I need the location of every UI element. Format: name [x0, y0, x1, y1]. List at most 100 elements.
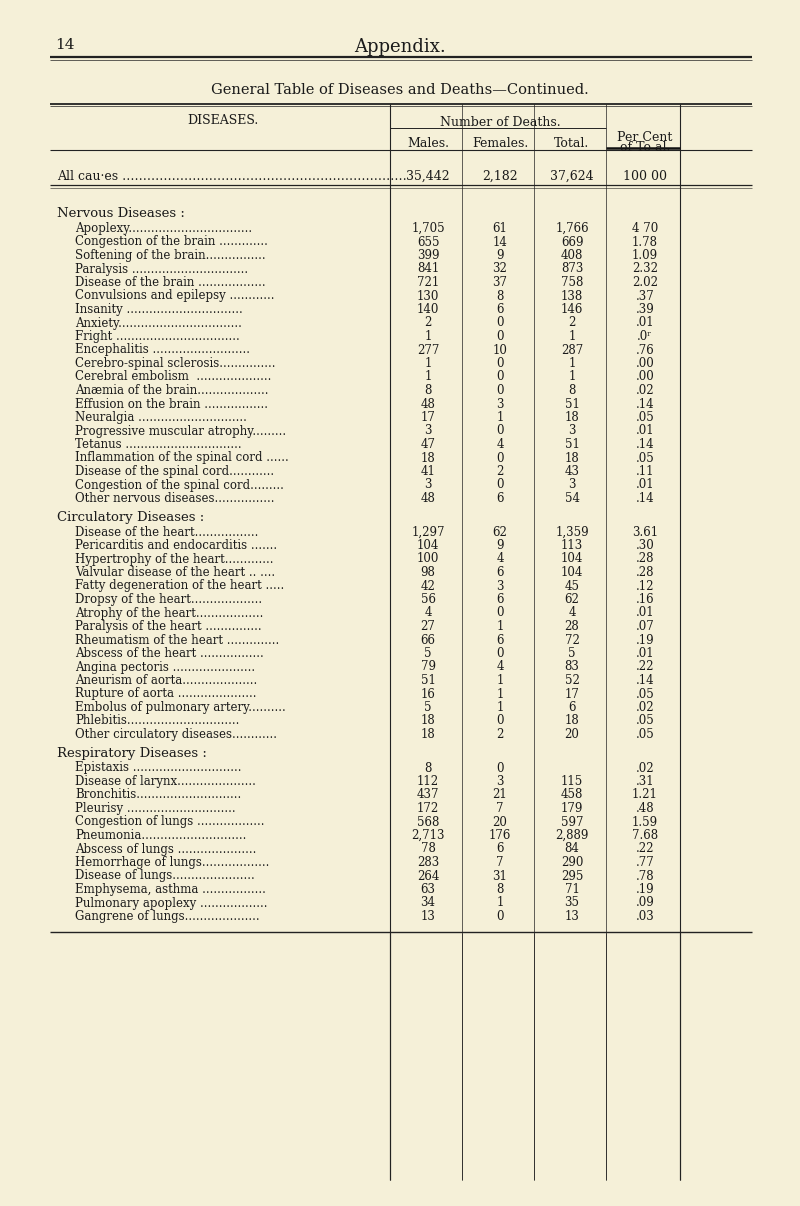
Text: Pleurisy .............................: Pleurisy ............................. [75, 802, 236, 815]
Text: 458: 458 [561, 789, 583, 802]
Text: 0: 0 [496, 607, 504, 620]
Text: 9: 9 [496, 539, 504, 552]
Text: 41: 41 [421, 466, 435, 478]
Text: 0: 0 [496, 479, 504, 492]
Text: 176: 176 [489, 829, 511, 842]
Text: .14: .14 [636, 674, 654, 687]
Text: 98: 98 [421, 566, 435, 579]
Text: .14: .14 [636, 398, 654, 410]
Text: 112: 112 [417, 775, 439, 788]
Text: 1.59: 1.59 [632, 815, 658, 829]
Text: 51: 51 [565, 398, 579, 410]
Text: Encephalitis ..........................: Encephalitis .......................... [75, 344, 250, 357]
Text: 1: 1 [496, 674, 504, 687]
Text: .05: .05 [636, 411, 654, 425]
Text: 27: 27 [421, 620, 435, 633]
Text: 4 70: 4 70 [632, 222, 658, 235]
Text: Neuralgia .............................: Neuralgia ............................. [75, 411, 247, 425]
Text: Per Cent: Per Cent [618, 131, 673, 144]
Text: 4: 4 [568, 607, 576, 620]
Text: 17: 17 [565, 687, 579, 701]
Text: 35: 35 [565, 896, 579, 909]
Text: 52: 52 [565, 674, 579, 687]
Text: Circulatory Diseases :: Circulatory Diseases : [57, 510, 204, 523]
Text: 1,705: 1,705 [411, 222, 445, 235]
Text: 17: 17 [421, 411, 435, 425]
Text: 28: 28 [565, 620, 579, 633]
Text: 3: 3 [496, 775, 504, 788]
Text: 72: 72 [565, 633, 579, 646]
Text: DISEASES.: DISEASES. [187, 115, 258, 127]
Text: 3: 3 [424, 479, 432, 492]
Text: 2,182: 2,182 [482, 170, 518, 183]
Text: 568: 568 [417, 815, 439, 829]
Text: Pulmonary apoplexy ..................: Pulmonary apoplexy .................. [75, 896, 267, 909]
Text: .28: .28 [636, 552, 654, 566]
Text: Cerebro-spinal sclerosis...............: Cerebro-spinal sclerosis............... [75, 357, 275, 370]
Text: 2: 2 [568, 316, 576, 329]
Text: Phlebitis..............................: Phlebitis.............................. [75, 714, 239, 727]
Text: Fright .................................: Fright ................................. [75, 330, 240, 343]
Text: 2: 2 [496, 466, 504, 478]
Text: Disease of larynx.....................: Disease of larynx..................... [75, 775, 256, 788]
Text: Effusion on the brain .................: Effusion on the brain ................. [75, 398, 268, 410]
Text: Pericarditis and endocarditis .......: Pericarditis and endocarditis ....... [75, 539, 277, 552]
Text: 0: 0 [496, 384, 504, 397]
Text: Congestion of the spinal cord.........: Congestion of the spinal cord......... [75, 479, 284, 492]
Text: .02: .02 [636, 384, 654, 397]
Text: .01: .01 [636, 425, 654, 438]
Text: .30: .30 [636, 539, 654, 552]
Text: 16: 16 [421, 687, 435, 701]
Text: 873: 873 [561, 263, 583, 275]
Text: 2.02: 2.02 [632, 276, 658, 289]
Text: 146: 146 [561, 303, 583, 316]
Text: Males.: Males. [407, 137, 449, 150]
Text: .07: .07 [636, 620, 654, 633]
Text: 0: 0 [496, 425, 504, 438]
Text: Disease of the heart.................: Disease of the heart................. [75, 526, 258, 539]
Text: 1: 1 [496, 411, 504, 425]
Text: 1: 1 [496, 620, 504, 633]
Text: 1: 1 [424, 330, 432, 343]
Text: 1.78: 1.78 [632, 235, 658, 248]
Text: 3.61: 3.61 [632, 526, 658, 539]
Text: Abscess of lungs .....................: Abscess of lungs ..................... [75, 843, 256, 855]
Text: 35,442: 35,442 [406, 170, 450, 183]
Text: .02: .02 [636, 701, 654, 714]
Text: 42: 42 [421, 580, 435, 592]
Text: .11: .11 [636, 466, 654, 478]
Text: .19: .19 [636, 883, 654, 896]
Text: 10: 10 [493, 344, 507, 357]
Text: 290: 290 [561, 856, 583, 870]
Text: General Table of Diseases and Deaths—Continued.: General Table of Diseases and Deaths—Con… [211, 83, 589, 96]
Text: 62: 62 [493, 526, 507, 539]
Text: 18: 18 [565, 714, 579, 727]
Text: Congestion of the brain .............: Congestion of the brain ............. [75, 235, 268, 248]
Text: Apoplexy.................................: Apoplexy................................… [75, 222, 252, 235]
Text: Other nervous diseases................: Other nervous diseases................ [75, 492, 274, 505]
Text: Anæmia of the brain...................: Anæmia of the brain................... [75, 384, 269, 397]
Text: 1,297: 1,297 [411, 526, 445, 539]
Text: All cau·es ……………………………………………………………: All cau·es …………………………………………………………… [57, 170, 406, 183]
Text: 6: 6 [568, 701, 576, 714]
Text: 7.68: 7.68 [632, 829, 658, 842]
Text: 1: 1 [424, 370, 432, 384]
Text: .28: .28 [636, 566, 654, 579]
Text: 655: 655 [417, 235, 439, 248]
Text: Emphysema, asthma .................: Emphysema, asthma ................. [75, 883, 266, 896]
Text: 758: 758 [561, 276, 583, 289]
Text: .00: .00 [636, 357, 654, 370]
Text: Other circulatory diseases............: Other circulatory diseases............ [75, 728, 277, 740]
Text: 130: 130 [417, 289, 439, 303]
Text: .22: .22 [636, 661, 654, 673]
Text: Number of Deaths.: Number of Deaths. [440, 116, 560, 129]
Text: 408: 408 [561, 248, 583, 262]
Text: Disease of lungs......................: Disease of lungs...................... [75, 870, 254, 883]
Text: 8: 8 [424, 761, 432, 774]
Text: 841: 841 [417, 263, 439, 275]
Text: Dropsy of the heart...................: Dropsy of the heart................... [75, 593, 262, 605]
Text: 1,359: 1,359 [555, 526, 589, 539]
Text: 18: 18 [421, 451, 435, 464]
Text: 63: 63 [421, 883, 435, 896]
Text: Disease of the brain ..................: Disease of the brain .................. [75, 276, 266, 289]
